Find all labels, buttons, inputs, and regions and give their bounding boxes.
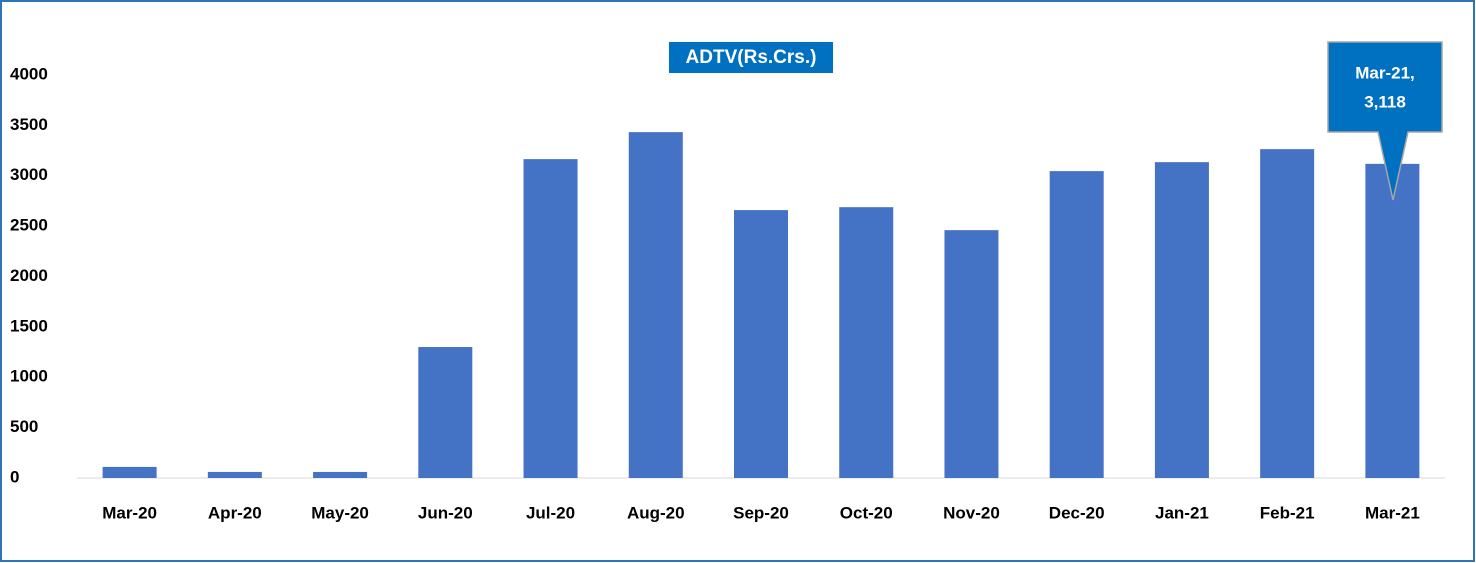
bar <box>1049 171 1104 479</box>
x-tick-label: Apr-20 <box>208 503 262 522</box>
x-tick-label: Jun-20 <box>418 503 473 522</box>
y-tick-label: 2500 <box>10 216 48 235</box>
x-tick-label: Nov-20 <box>943 503 1000 522</box>
x-tick-label: Aug-20 <box>627 503 685 522</box>
bar <box>102 466 157 478</box>
bar <box>207 471 262 478</box>
x-tick-label: Dec-20 <box>1049 503 1105 522</box>
y-tick-label: 3500 <box>10 115 48 134</box>
chart-title: ADTV(Rs.Crs.) <box>686 47 817 68</box>
x-tick-label: Oct-20 <box>840 503 893 522</box>
callout-line: 3,118 <box>1364 92 1406 111</box>
y-tick-label: 4000 <box>10 64 48 83</box>
bar <box>944 230 999 478</box>
x-tick-label: May-20 <box>311 503 369 522</box>
bar <box>839 207 894 478</box>
y-tick-label: 1500 <box>10 316 48 335</box>
bar <box>734 210 788 478</box>
bar <box>313 471 368 478</box>
title-box <box>669 42 833 73</box>
x-tick-label: Jul-20 <box>526 503 575 522</box>
bar <box>1260 149 1315 479</box>
x-tick-label: Feb-21 <box>1260 503 1315 522</box>
callout-box <box>1327 41 1443 201</box>
y-tick-label: 1000 <box>10 367 48 386</box>
x-tick-label: Mar-21 <box>1365 503 1420 522</box>
y-tick-label: 0 <box>10 467 19 486</box>
y-tick-label: 3000 <box>10 165 48 184</box>
y-tick-label: 500 <box>10 417 38 436</box>
bar <box>523 159 578 478</box>
bar <box>418 347 473 478</box>
bar <box>1365 163 1420 478</box>
x-tick-label: Mar-20 <box>102 503 157 522</box>
bar <box>628 132 683 478</box>
x-tick-label: Jan-21 <box>1155 503 1209 522</box>
bar <box>1154 162 1209 478</box>
callout-line: Mar-21, <box>1355 63 1415 82</box>
x-tick-label: Sep-20 <box>733 503 789 522</box>
y-tick-label: 2000 <box>10 266 48 285</box>
